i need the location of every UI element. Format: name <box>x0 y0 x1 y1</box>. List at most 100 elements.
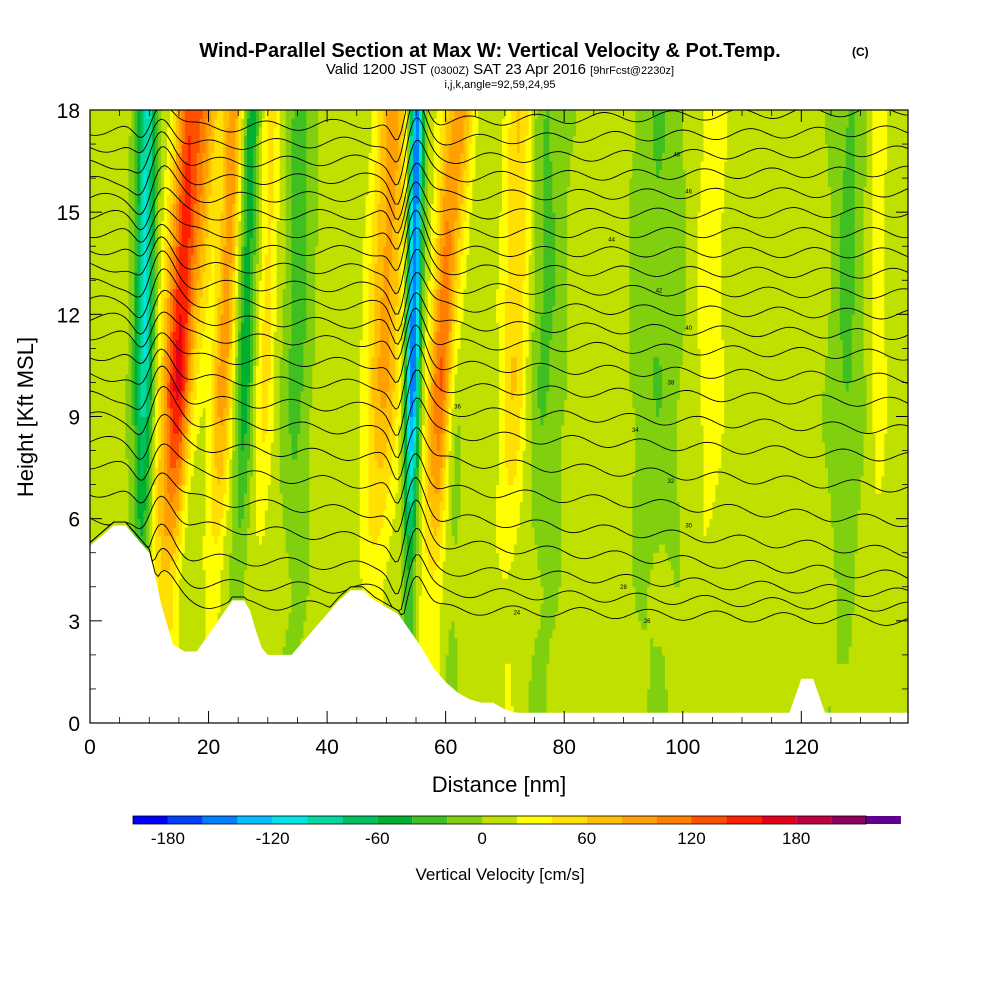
velocity-cell <box>253 612 257 622</box>
velocity-cell <box>229 314 233 324</box>
velocity-cell <box>170 348 174 358</box>
velocity-cell <box>282 425 286 434</box>
velocity-cell <box>110 220 115 230</box>
velocity-cell <box>107 407 112 417</box>
velocity-cell <box>131 459 135 468</box>
velocity-cell <box>137 425 141 434</box>
velocity-cell <box>258 603 263 613</box>
velocity-cell <box>205 459 209 468</box>
velocity-cell <box>258 203 263 213</box>
velocity-cell <box>196 433 201 443</box>
velocity-cell <box>238 195 242 205</box>
velocity-cell <box>90 518 94 528</box>
velocity-cell <box>232 501 236 511</box>
velocity-cell <box>241 144 245 153</box>
velocity-cell <box>214 186 218 196</box>
velocity-cell <box>107 501 112 511</box>
velocity-cell <box>131 382 135 392</box>
velocity-cell <box>170 450 174 460</box>
velocity-cell <box>113 314 118 324</box>
velocity-cell <box>247 322 251 332</box>
velocity-cell <box>164 407 168 417</box>
velocity-cell <box>235 390 239 400</box>
velocity-cell <box>229 263 233 273</box>
velocity-cell <box>122 339 126 349</box>
velocity-cell <box>255 152 260 162</box>
velocity-cell <box>261 110 266 119</box>
velocity-cell <box>155 237 159 247</box>
velocity-cell <box>134 518 138 528</box>
velocity-cell <box>101 169 106 179</box>
velocity-cell <box>267 407 272 417</box>
velocity-cell <box>110 288 115 298</box>
velocity-cell <box>90 322 94 332</box>
velocity-cell <box>92 305 97 315</box>
velocity-cell <box>110 254 115 264</box>
velocity-cell <box>137 271 141 281</box>
velocity-cell <box>170 288 174 298</box>
velocity-cell <box>164 416 168 426</box>
velocity-cell <box>122 314 126 324</box>
velocity-cell <box>119 518 123 528</box>
velocity-cell <box>164 373 168 383</box>
velocity-cell <box>167 237 171 247</box>
velocity-cell <box>128 459 132 468</box>
velocity-cell <box>202 459 206 468</box>
velocity-cell <box>247 407 251 417</box>
velocity-cell <box>92 144 97 153</box>
velocity-cell <box>175 544 180 554</box>
velocity-cell <box>276 212 281 222</box>
velocity-cell <box>164 399 168 409</box>
velocity-cell <box>175 144 180 153</box>
velocity-cell <box>238 484 242 494</box>
velocity-cell <box>208 305 212 315</box>
velocity-cell <box>155 569 159 579</box>
velocity-cell <box>95 220 100 230</box>
velocity-cell <box>255 305 260 315</box>
velocity-cell <box>181 373 186 383</box>
velocity-cell <box>238 118 242 128</box>
velocity-cell <box>235 484 239 494</box>
velocity-cell <box>113 161 118 170</box>
velocity-cell <box>291 356 295 366</box>
velocity-cell <box>199 263 204 273</box>
velocity-cell <box>264 390 269 400</box>
velocity-cell <box>247 476 251 486</box>
velocity-cell <box>276 459 281 468</box>
velocity-cell <box>229 493 233 503</box>
velocity-cell <box>107 510 112 520</box>
velocity-cell <box>101 527 106 537</box>
velocity-cell <box>152 237 156 247</box>
velocity-cell <box>125 331 129 341</box>
velocity-cell <box>125 280 129 290</box>
velocity-cell <box>178 382 183 392</box>
velocity-cell <box>247 161 251 170</box>
velocity-cell <box>285 169 289 179</box>
velocity-cell <box>158 118 162 128</box>
velocity-cell <box>149 331 153 341</box>
velocity-cell <box>140 203 144 213</box>
velocity-cell <box>181 135 186 145</box>
velocity-cell <box>208 467 212 477</box>
velocity-cell <box>181 271 186 281</box>
velocity-cell <box>220 569 224 579</box>
velocity-cell <box>208 527 212 537</box>
velocity-cell <box>270 186 275 196</box>
velocity-cell <box>264 203 269 213</box>
velocity-cell <box>226 118 230 128</box>
velocity-cell <box>178 425 183 434</box>
velocity-cell <box>241 178 245 188</box>
velocity-cell <box>273 476 278 486</box>
velocity-cell <box>107 518 112 528</box>
velocity-cell <box>220 263 224 273</box>
velocity-cell <box>270 646 275 656</box>
velocity-cell <box>152 254 156 264</box>
velocity-cell <box>137 314 141 324</box>
velocity-cell <box>161 144 165 153</box>
velocity-cell <box>178 203 183 213</box>
velocity-cell <box>170 459 174 468</box>
velocity-cell <box>282 578 286 588</box>
velocity-cell <box>104 254 109 264</box>
velocity-cell <box>158 390 162 400</box>
velocity-cell <box>187 118 192 128</box>
